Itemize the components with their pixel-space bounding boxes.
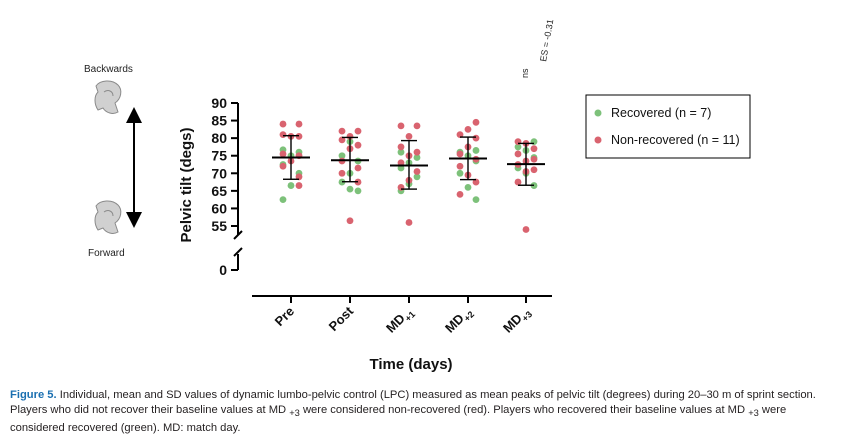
x-ticks: Pre Post MD+1 MD+2 MD+3 [272, 296, 534, 338]
nonrecovered-point [397, 159, 405, 167]
nonrecovered-point [346, 217, 354, 225]
legend: Recovered (n = 7) Non-recovered (n = 11) [585, 94, 751, 159]
recovered-point [287, 182, 295, 189]
recovered-point [397, 148, 405, 156]
figure-caption: Figure 5. Individual, mean and SD values… [10, 388, 840, 436]
nonrecovered-point [413, 168, 421, 175]
recovered-point [413, 154, 421, 161]
nonrecovered-point [295, 182, 303, 189]
y-tick-label: 65 [211, 183, 227, 199]
legend-nonrecovered-marker [594, 136, 602, 144]
y-tick-label: 90 [211, 95, 227, 111]
x-tick-label: Pre [272, 304, 297, 329]
y-tick-label: 0 [219, 262, 227, 278]
y-tick-label: 60 [211, 200, 227, 216]
legend-box [585, 94, 751, 159]
legend-recovered-marker [594, 109, 602, 117]
nonrecovered-point [338, 127, 346, 135]
nonrecovered-point [397, 122, 405, 130]
nonrecovered-point [354, 141, 362, 149]
recovered-point [472, 147, 480, 154]
nonrecovered-point [456, 190, 464, 198]
y-tick-label: 75 [211, 148, 227, 164]
y-axis [233, 103, 243, 270]
recovered-point [354, 187, 362, 195]
recovered-point [472, 196, 480, 204]
recovered-point [464, 183, 472, 191]
x-tick-label: MD+1 [383, 304, 417, 338]
nonrecovered-point [530, 145, 538, 153]
nonrecovered-point [338, 169, 346, 177]
direction-label-bottom: Forward [88, 248, 125, 259]
nonrecovered-point [279, 150, 287, 158]
nonrecovered-point [405, 132, 413, 140]
caption-text-1: Individual, mean and SD values of dynami… [10, 389, 816, 416]
ns-annotation: ns [520, 68, 530, 78]
nonrecovered-point [295, 120, 303, 128]
y-tick-label: 80 [211, 130, 227, 146]
nonrecovered-point [472, 178, 480, 186]
pelvis-backward-icon [94, 80, 122, 114]
nonrecovered-point [456, 162, 464, 170]
y-tick-label: 70 [211, 165, 227, 181]
recovered-point [338, 152, 346, 160]
nonrecovered-point [514, 178, 522, 186]
nonrecovered-point [456, 150, 464, 158]
recovered-point [413, 173, 421, 181]
nonrecovered-point [295, 132, 303, 140]
effect-size-annotation: ES = -0.31 [538, 18, 555, 62]
caption-sub-1: +3 [289, 408, 300, 419]
y-tick-label: 55 [211, 218, 227, 234]
nonrecovered-point [295, 173, 303, 181]
nonrecovered-point [279, 131, 287, 139]
nonrecovered-point [338, 136, 346, 144]
y-tick-label: 85 [211, 113, 227, 129]
nonrecovered-point [456, 131, 464, 139]
nonrecovered-point [472, 118, 480, 126]
nonrecovered-point [530, 166, 538, 174]
recovered-point [456, 169, 464, 177]
caption-text-3: were considered recovered (green). MD: m… [10, 404, 787, 435]
nonrecovered-point [464, 125, 472, 133]
nonrecovered-point [354, 164, 362, 172]
x-axis-title: Time (days) [369, 356, 452, 373]
legend-nonrecovered-label: Non-recovered (n = 11) [611, 133, 740, 147]
legend-recovered-label: Recovered (n = 7) [611, 106, 711, 120]
recovered-point [514, 143, 522, 151]
x-tick-label: MD+3 [500, 304, 534, 338]
nonrecovered-point [530, 155, 538, 163]
mean-sd-bars [272, 134, 545, 190]
nonrecovered-point [413, 122, 421, 130]
direction-label-top: Backwards [84, 64, 133, 75]
nonrecovered-point [472, 134, 480, 142]
nonrecovered-point [397, 143, 405, 151]
nonrecovered-point [279, 162, 287, 170]
nonrecovered-point [279, 120, 287, 128]
nonrecovered-point [514, 150, 522, 158]
pelvis-forward-icon [94, 200, 122, 234]
recovered-point [346, 185, 354, 193]
nonrecovered-point [354, 127, 362, 135]
nonrecovered-point [522, 226, 530, 233]
y-axis-title: Pelvic tilt (degs) [178, 127, 195, 242]
recovered-point [279, 196, 287, 204]
figure-label: Figure 5. [10, 389, 57, 401]
nonrecovered-point [405, 219, 413, 226]
nonrecovered-point [413, 148, 421, 156]
x-tick-label: MD+2 [442, 304, 476, 338]
x-tick-label: Post [326, 303, 357, 334]
caption-text-2: were considered non-recovered (red). Pla… [299, 404, 749, 416]
pelvic-tilt-chart: Backwards Forward Pelvic tilt (degs) 90 8… [84, 18, 751, 373]
caption-sub-2: +3 [748, 408, 759, 419]
